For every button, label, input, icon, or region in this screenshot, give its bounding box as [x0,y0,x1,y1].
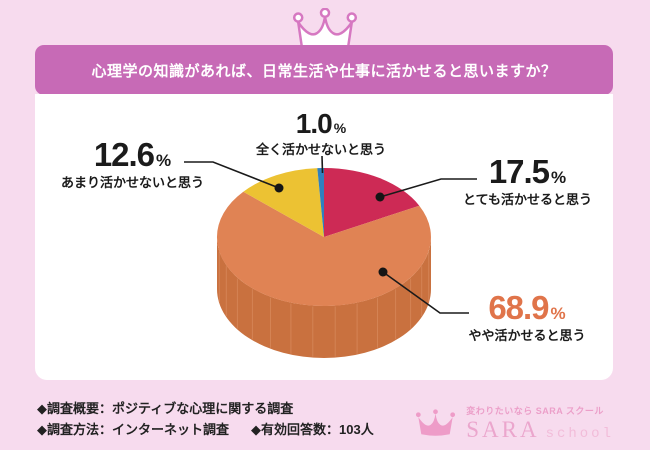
callout-mattaku-unit: % [333,120,347,136]
sara-logo-name: SARA [466,417,540,442]
callout-amari-value: 12.6 [93,136,155,173]
survey-note-line2: ◆調査方法：インターネット調査 ◆有効回答数：103人 [37,419,374,440]
callout-amari-unit: % [156,151,172,170]
question-text: 心理学の知識があれば、日常生活や仕事に活かせると思いますか？ [91,62,557,80]
callout-amari: 12.6% あまり活かせないと思う [50,138,215,191]
sara-logo-crown-icon [416,409,456,436]
callout-mattaku: 1.0% 全く活かせないと思う [242,110,400,158]
leader-lines [184,155,477,314]
callout-totemo-label: とても活かせると思う [463,192,592,207]
callout-totemo-value: 17.5 [488,153,550,190]
pie-slice-1 [216,191,431,307]
callout-mattaku-value: 1.0 [295,108,333,139]
leader-line-mattaku [321,155,324,174]
leader-line-totemo [379,178,477,198]
question-banner: 心理学の知識があれば、日常生活や仕事に活かせると思いますか？ [35,45,613,95]
callout-yaya-value: 68.9 [488,289,549,326]
survey-method: ◆調査方法：インターネット調査 [37,422,229,437]
sara-logo-tagline: 変わりたいなら SARA スクール [466,406,604,416]
callout-totemo: 17.5% とても活かせると思う [450,155,605,208]
sara-school-logo: 変わりたいなら SARA スクール SARA school [413,401,614,443]
survey-notes: ◆調査概要：ポジティブな心理に関する調査 ◆調査方法：インターネット調査 ◆有効回… [37,398,374,440]
callout-yaya: 68.9% やや活かせると思う [447,291,607,344]
callout-totemo-unit: % [551,168,567,187]
sara-logo-suffix: school [545,426,614,442]
pie-slice-0 [324,168,420,237]
survey-overview: ◆調査概要：ポジティブな心理に関する調査 [37,401,294,416]
callout-yaya-label: やや活かせると思う [468,328,586,343]
callout-amari-label: あまり活かせないと思う [60,175,204,190]
pie-side-wall [217,237,431,358]
leader-dot-amari [274,183,284,193]
callout-mattaku-label: 全く活かせないと思う [255,142,386,157]
pie-slice-3 [317,167,324,237]
leader-dots [274,183,388,277]
leader-dot-yaya [378,267,388,277]
pie-slice-2 [243,168,324,237]
leader-dot-totemo [375,192,385,202]
sara-logo-texts: 変わりたいなら SARA スクール SARA school [466,401,614,442]
survey-respondents: ◆有効回答数：103人 [251,422,374,437]
leader-line-yaya [382,271,469,314]
leader-line-amari [184,161,280,189]
callout-yaya-unit: % [550,304,566,323]
survey-note-line1: ◆調査概要：ポジティブな心理に関する調査 [37,398,374,419]
pie-slices [216,167,431,307]
